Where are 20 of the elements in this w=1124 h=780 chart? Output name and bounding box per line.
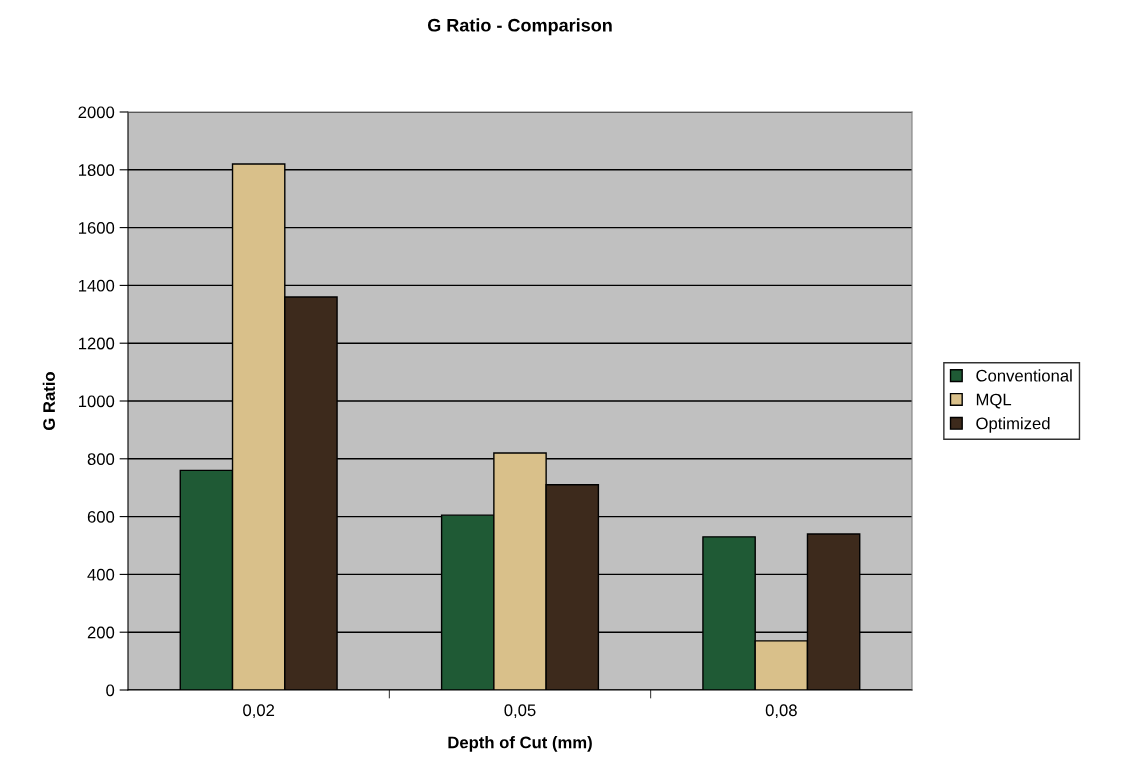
y-tick-label: 1800 <box>79 164 115 176</box>
y-axis-title: G Ratio <box>42 372 55 430</box>
y-tick-label: 1200 <box>79 337 115 350</box>
legend-label: MQL <box>976 393 1012 409</box>
y-tick-label: 800 <box>87 453 115 465</box>
y-tick-label: 2000 <box>78 106 115 119</box>
y-tick-label: 1000 <box>79 395 115 408</box>
x-tick-label: 0,05 <box>504 704 536 719</box>
y-tick-label: 1400 <box>79 279 115 292</box>
y-tick-label: 0 <box>106 684 115 697</box>
y-tick-label: 600 <box>87 511 115 523</box>
legend-label: Optimized <box>976 417 1050 433</box>
x-tick-label: 0,02 <box>243 704 275 719</box>
y-tick-label: 1600 <box>79 222 115 234</box>
x-axis-title: Depth of Cut (mm) <box>448 736 592 752</box>
y-tick-label: 400 <box>87 568 115 581</box>
y-tick-label: 200 <box>87 626 115 639</box>
x-tick-label: 0,08 <box>765 704 797 719</box>
legend-label: Conventional <box>976 369 1072 382</box>
chart-title: G Ratio - Comparison <box>427 18 612 36</box>
